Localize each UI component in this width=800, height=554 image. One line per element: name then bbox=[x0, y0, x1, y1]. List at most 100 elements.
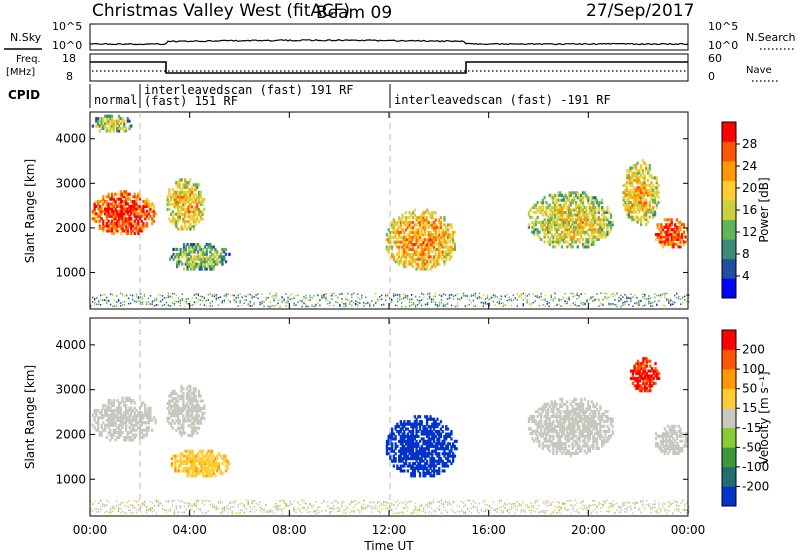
freq-tick-top: 18 bbox=[62, 52, 76, 65]
power-ground-scatter bbox=[90, 292, 690, 308]
velocity-ylabel: Slant Range [km] bbox=[23, 365, 37, 469]
freq-trace bbox=[90, 61, 688, 74]
cpid-row: CPID normal interleavedscan (fast) 191 R… bbox=[8, 83, 611, 108]
velocity-colorbar-swatch bbox=[722, 349, 736, 370]
power-ylabel: Slant Range [km] bbox=[23, 159, 37, 263]
velocity-colorbar-swatch bbox=[722, 427, 736, 448]
power-region bbox=[622, 159, 660, 227]
power-colorbar-tick: 20 bbox=[742, 181, 757, 195]
nsky-panel: N.Sky 10^5 10^0 10^5 10^0 N.Search bbox=[4, 20, 796, 52]
velocity-region bbox=[170, 449, 231, 478]
power-colorbar-swatch bbox=[722, 239, 736, 260]
velocity-ytick-label: 2000 bbox=[55, 427, 86, 441]
power-colorbar-label: Power [dB] bbox=[757, 177, 771, 242]
velocity-colorbar-tick: -200 bbox=[742, 479, 769, 493]
power-ytick-label: 2000 bbox=[55, 221, 86, 235]
xtick-label: 12:00 bbox=[372, 523, 407, 537]
power-colorbar-tick: 8 bbox=[742, 247, 750, 261]
freq-tick-bottom: 8 bbox=[66, 70, 73, 83]
cpid-segment-normal: normal bbox=[94, 93, 137, 107]
velocity-colorbar-tick: -100 bbox=[742, 460, 769, 474]
power-colorbar-tick: 4 bbox=[742, 269, 750, 283]
power-colorbar-swatch bbox=[722, 278, 736, 299]
velocity-region bbox=[91, 396, 157, 442]
nave-tick-top: 60 bbox=[708, 52, 722, 65]
velocity-colorbar: 200 100 50 15 -15 -50 -100 -200 Velocity [m s⁻¹… bbox=[721, 329, 771, 507]
velocity-colorbar-label: Velocity [m s⁻¹] bbox=[757, 371, 771, 464]
xtick-label: 00:00 bbox=[671, 523, 706, 537]
power-colorbar-swatch bbox=[722, 200, 736, 221]
velocity-colorbar-swatch bbox=[722, 330, 736, 350]
velocity-region bbox=[527, 397, 614, 458]
cpid-segment-interleaved-neg191: interleavedscan (fast) -191 RF bbox=[394, 93, 611, 107]
power-region bbox=[166, 178, 206, 231]
velocity-region bbox=[629, 357, 661, 393]
velocity-region bbox=[654, 424, 689, 455]
power-colorbar-tick: 16 bbox=[742, 203, 757, 217]
velocity-colorbar-tick: 200 bbox=[742, 343, 765, 357]
nave-label: Nave bbox=[746, 65, 772, 76]
velocity-colorbar-tick: -15 bbox=[742, 421, 762, 435]
velocity-colorbar-swatch bbox=[722, 466, 736, 487]
xtick-label: 16:00 bbox=[471, 523, 506, 537]
velocity-region bbox=[166, 384, 206, 438]
velocity-colorbar-swatch bbox=[722, 486, 736, 507]
nsky-scale-bottom: 10^0 bbox=[52, 39, 82, 52]
power-heatmap: 1000 2000 3000 4000 Slant Range [km] bbox=[23, 111, 690, 310]
beam-label: Beam 09 bbox=[316, 3, 392, 23]
xtick-label: 00:00 bbox=[73, 523, 108, 537]
cpid-segment-interleaved-151: (fast) 151 RF bbox=[144, 94, 238, 108]
nsky-scale-top: 10^5 bbox=[52, 20, 82, 33]
figure-title: Christmas Valley West (fitACF) bbox=[92, 1, 350, 21]
velocity-ground-scatter bbox=[90, 499, 690, 515]
power-colorbar-tick: 28 bbox=[742, 137, 757, 151]
velocity-ytick-label: 1000 bbox=[55, 472, 86, 486]
velocity-colorbar-swatch bbox=[722, 408, 736, 429]
xtick-label: 08:00 bbox=[272, 523, 307, 537]
power-region bbox=[654, 218, 689, 249]
date-label: 27/Sep/2017 bbox=[586, 1, 694, 21]
xtick-label: 20:00 bbox=[571, 523, 606, 537]
power-region bbox=[527, 191, 614, 249]
power-colorbar-tick: 24 bbox=[742, 159, 757, 173]
power-region bbox=[385, 208, 457, 271]
velocity-colorbar-swatch bbox=[722, 388, 736, 409]
power-ytick-label: 1000 bbox=[55, 265, 86, 279]
nsky-label: N.Sky bbox=[10, 31, 42, 44]
power-ytick-label: 3000 bbox=[55, 176, 86, 190]
xaxis-label: Time UT bbox=[363, 539, 414, 553]
velocity-colorbar-swatch bbox=[722, 447, 736, 468]
nsearch-scale-bottom: 10^0 bbox=[708, 39, 738, 52]
velocity-ytick-label: 3000 bbox=[55, 383, 86, 397]
power-colorbar-swatch bbox=[722, 258, 736, 279]
power-colorbar: 4 8 12 16 20 24 28 Power [dB] bbox=[721, 121, 771, 299]
power-region bbox=[91, 114, 133, 133]
freq-label: Freq. bbox=[16, 54, 41, 65]
nsearch-scale-top: 10^5 bbox=[708, 20, 738, 33]
velocity-region bbox=[385, 415, 458, 478]
power-colorbar-swatch bbox=[722, 219, 736, 240]
freq-panel: Freq. [MHz] 18 8 60 0 Nave bbox=[6, 52, 780, 83]
power-ytick-label: 4000 bbox=[55, 132, 86, 146]
nsky-trace bbox=[89, 39, 689, 46]
velocity-ytick-label: 4000 bbox=[55, 338, 86, 352]
nsearch-label: N.Search bbox=[746, 31, 796, 44]
time-axis: 00:00 04:00 08:00 12:00 16:00 20:00 00:00 bbox=[73, 112, 706, 537]
power-region bbox=[91, 190, 157, 235]
xtick-label: 04:00 bbox=[172, 523, 207, 537]
velocity-heatmap: 1000 2000 3000 4000 Slant Range [km] bbox=[23, 317, 690, 517]
velocity-colorbar-tick: 50 bbox=[742, 382, 757, 396]
power-colorbar-tick: 12 bbox=[742, 225, 757, 239]
power-colorbar-swatch bbox=[722, 180, 736, 201]
cpid-segment-interleaved-191: interleavedscan (fast) 191 RF bbox=[144, 83, 354, 97]
power-colorbar-swatch bbox=[722, 161, 736, 181]
power-colorbar-swatch bbox=[722, 122, 736, 142]
velocity-colorbar-tick: -50 bbox=[742, 440, 762, 454]
velocity-colorbar-tick: 100 bbox=[742, 362, 765, 376]
freq-unit: [MHz] bbox=[6, 67, 35, 78]
nave-tick-bottom: 0 bbox=[708, 70, 715, 83]
power-region bbox=[169, 243, 231, 271]
power-colorbar-swatch bbox=[722, 141, 736, 162]
velocity-colorbar-tick: 15 bbox=[742, 401, 757, 415]
